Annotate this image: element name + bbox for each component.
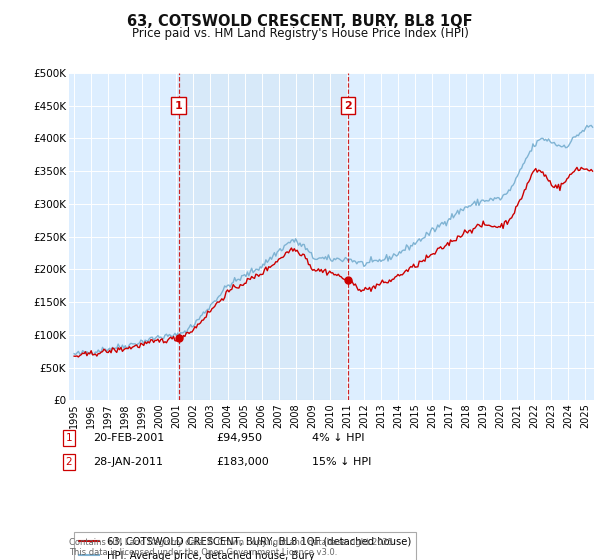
- Text: 4% ↓ HPI: 4% ↓ HPI: [312, 433, 365, 443]
- Bar: [179, 73, 348, 400]
- Text: 1: 1: [175, 101, 182, 110]
- Text: Contains HM Land Registry data © Crown copyright and database right 2025.
This d: Contains HM Land Registry data © Crown c…: [69, 538, 395, 557]
- Legend: 63, COTSWOLD CRESCENT, BURY, BL8 1QF (detached house), HPI: Average price, detac: 63, COTSWOLD CRESCENT, BURY, BL8 1QF (de…: [74, 532, 416, 560]
- Text: 2: 2: [65, 457, 73, 467]
- Text: £94,950: £94,950: [216, 433, 262, 443]
- Text: 28-JAN-2011: 28-JAN-2011: [93, 457, 163, 467]
- Text: 1: 1: [65, 433, 73, 443]
- Text: 2: 2: [344, 101, 352, 110]
- Text: £183,000: £183,000: [216, 457, 269, 467]
- Text: 20-FEB-2001: 20-FEB-2001: [93, 433, 164, 443]
- Text: Price paid vs. HM Land Registry's House Price Index (HPI): Price paid vs. HM Land Registry's House …: [131, 27, 469, 40]
- Text: 15% ↓ HPI: 15% ↓ HPI: [312, 457, 371, 467]
- Text: 63, COTSWOLD CRESCENT, BURY, BL8 1QF: 63, COTSWOLD CRESCENT, BURY, BL8 1QF: [127, 14, 473, 29]
